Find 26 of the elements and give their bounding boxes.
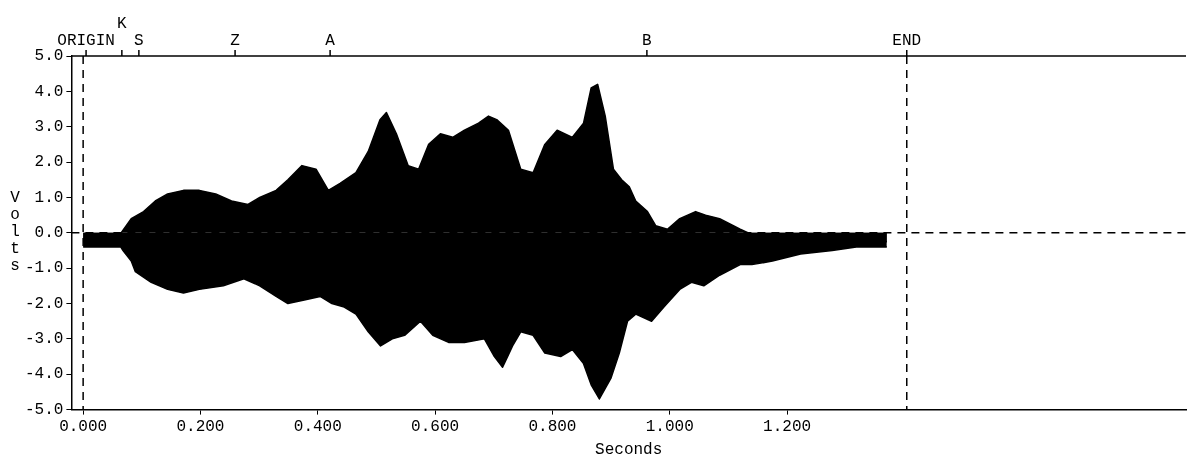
y-axis-title: Volts	[9, 189, 21, 275]
x-tick-label: 1.000	[645, 418, 694, 437]
y-tick-label: 5.0	[34, 47, 64, 66]
ref-line-label: S	[134, 32, 144, 51]
y-tick-label: 4.0	[34, 82, 64, 101]
x-tick-label: 0.400	[293, 418, 342, 437]
x-tick-label: 0.000	[59, 418, 108, 437]
y-tick-label: 2.0	[34, 153, 64, 172]
y-tick-label: 0.0	[34, 224, 64, 243]
y-tick-label: -1.0	[25, 259, 64, 278]
y-tick-label: -3.0	[25, 330, 64, 349]
x-tick-label: 1.200	[763, 418, 812, 437]
x-tick-label: 0.800	[528, 418, 577, 437]
y-tick-label: -5.0	[25, 400, 64, 419]
y-tick-label: -4.0	[25, 365, 64, 384]
ref-line-label: END	[892, 32, 922, 51]
x-tick-label: 0.200	[176, 418, 225, 437]
y-tick-label: 3.0	[34, 117, 64, 136]
x-tick-label: 0.600	[411, 418, 460, 437]
y-tick-label: 1.0	[34, 188, 64, 207]
x-axis-title: Seconds	[595, 440, 663, 459]
ref-line-label: K	[117, 15, 128, 34]
ref-line-label: B	[642, 32, 652, 51]
y-tick-label: -2.0	[25, 294, 64, 313]
ref-line-label: Z	[230, 32, 241, 51]
ref-line-label: A	[325, 32, 336, 51]
